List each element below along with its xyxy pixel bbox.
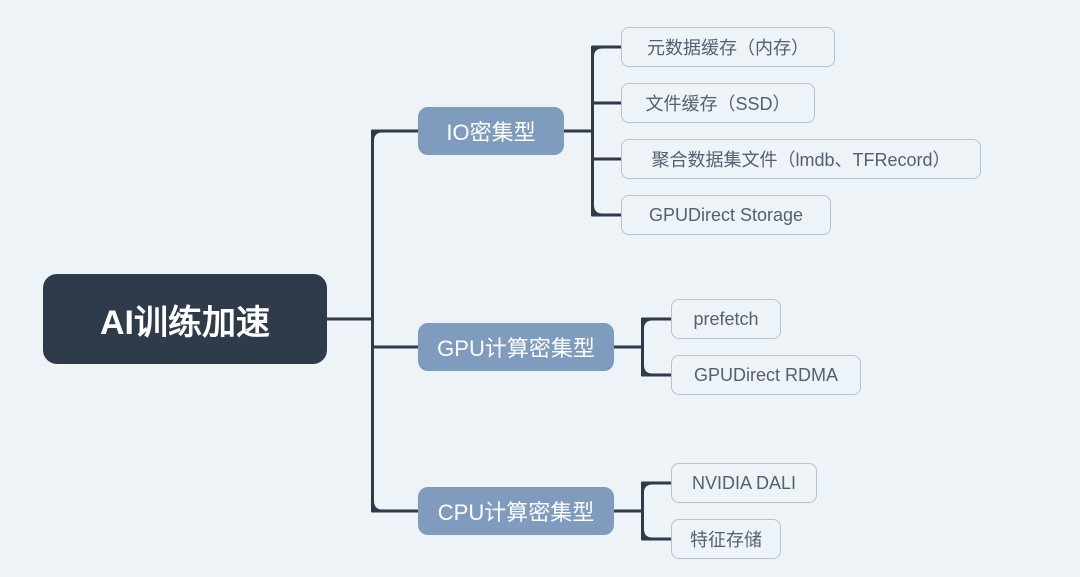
branch-io: IO密集型 [418, 107, 564, 155]
leaf-gpu-0-label: prefetch [693, 309, 758, 330]
leaf-io-0-label: 元数据缓存（内存） [647, 34, 809, 60]
leaf-io-3-label: GPUDirect Storage [649, 205, 803, 226]
root-node: AI训练加速 [43, 274, 327, 364]
leaf-io-1-label: 文件缓存（SSD） [645, 90, 790, 116]
leaf-gpu-0: prefetch [671, 299, 781, 339]
root-node-label: AI训练加速 [100, 295, 270, 344]
leaf-cpu-0-label: NVIDIA DALI [692, 473, 796, 494]
leaf-cpu-0: NVIDIA DALI [671, 463, 817, 503]
leaf-cpu-1-label: 特征存储 [690, 526, 762, 552]
mindmap-canvas: AI训练加速 IO密集型 元数据缓存（内存） 文件缓存（SSD） 聚合数据集文件（lmd… [0, 0, 1080, 577]
leaf-io-2: 聚合数据集文件（lmdb、TFRecord） [621, 139, 981, 179]
leaf-io-2-label: 聚合数据集文件（lmdb、TFRecord） [651, 146, 950, 172]
branch-io-label: IO密集型 [446, 115, 535, 147]
branch-gpu: GPU计算密集型 [418, 323, 614, 371]
leaf-gpu-1: GPUDirect RDMA [671, 355, 861, 395]
branch-cpu: CPU计算密集型 [418, 487, 614, 535]
leaf-io-1: 文件缓存（SSD） [621, 83, 815, 123]
leaf-io-3: GPUDirect Storage [621, 195, 831, 235]
leaf-io-0: 元数据缓存（内存） [621, 27, 835, 67]
branch-gpu-label: GPU计算密集型 [437, 331, 595, 363]
leaf-cpu-1: 特征存储 [671, 519, 781, 559]
branch-cpu-label: CPU计算密集型 [438, 495, 594, 527]
leaf-gpu-1-label: GPUDirect RDMA [694, 365, 838, 386]
